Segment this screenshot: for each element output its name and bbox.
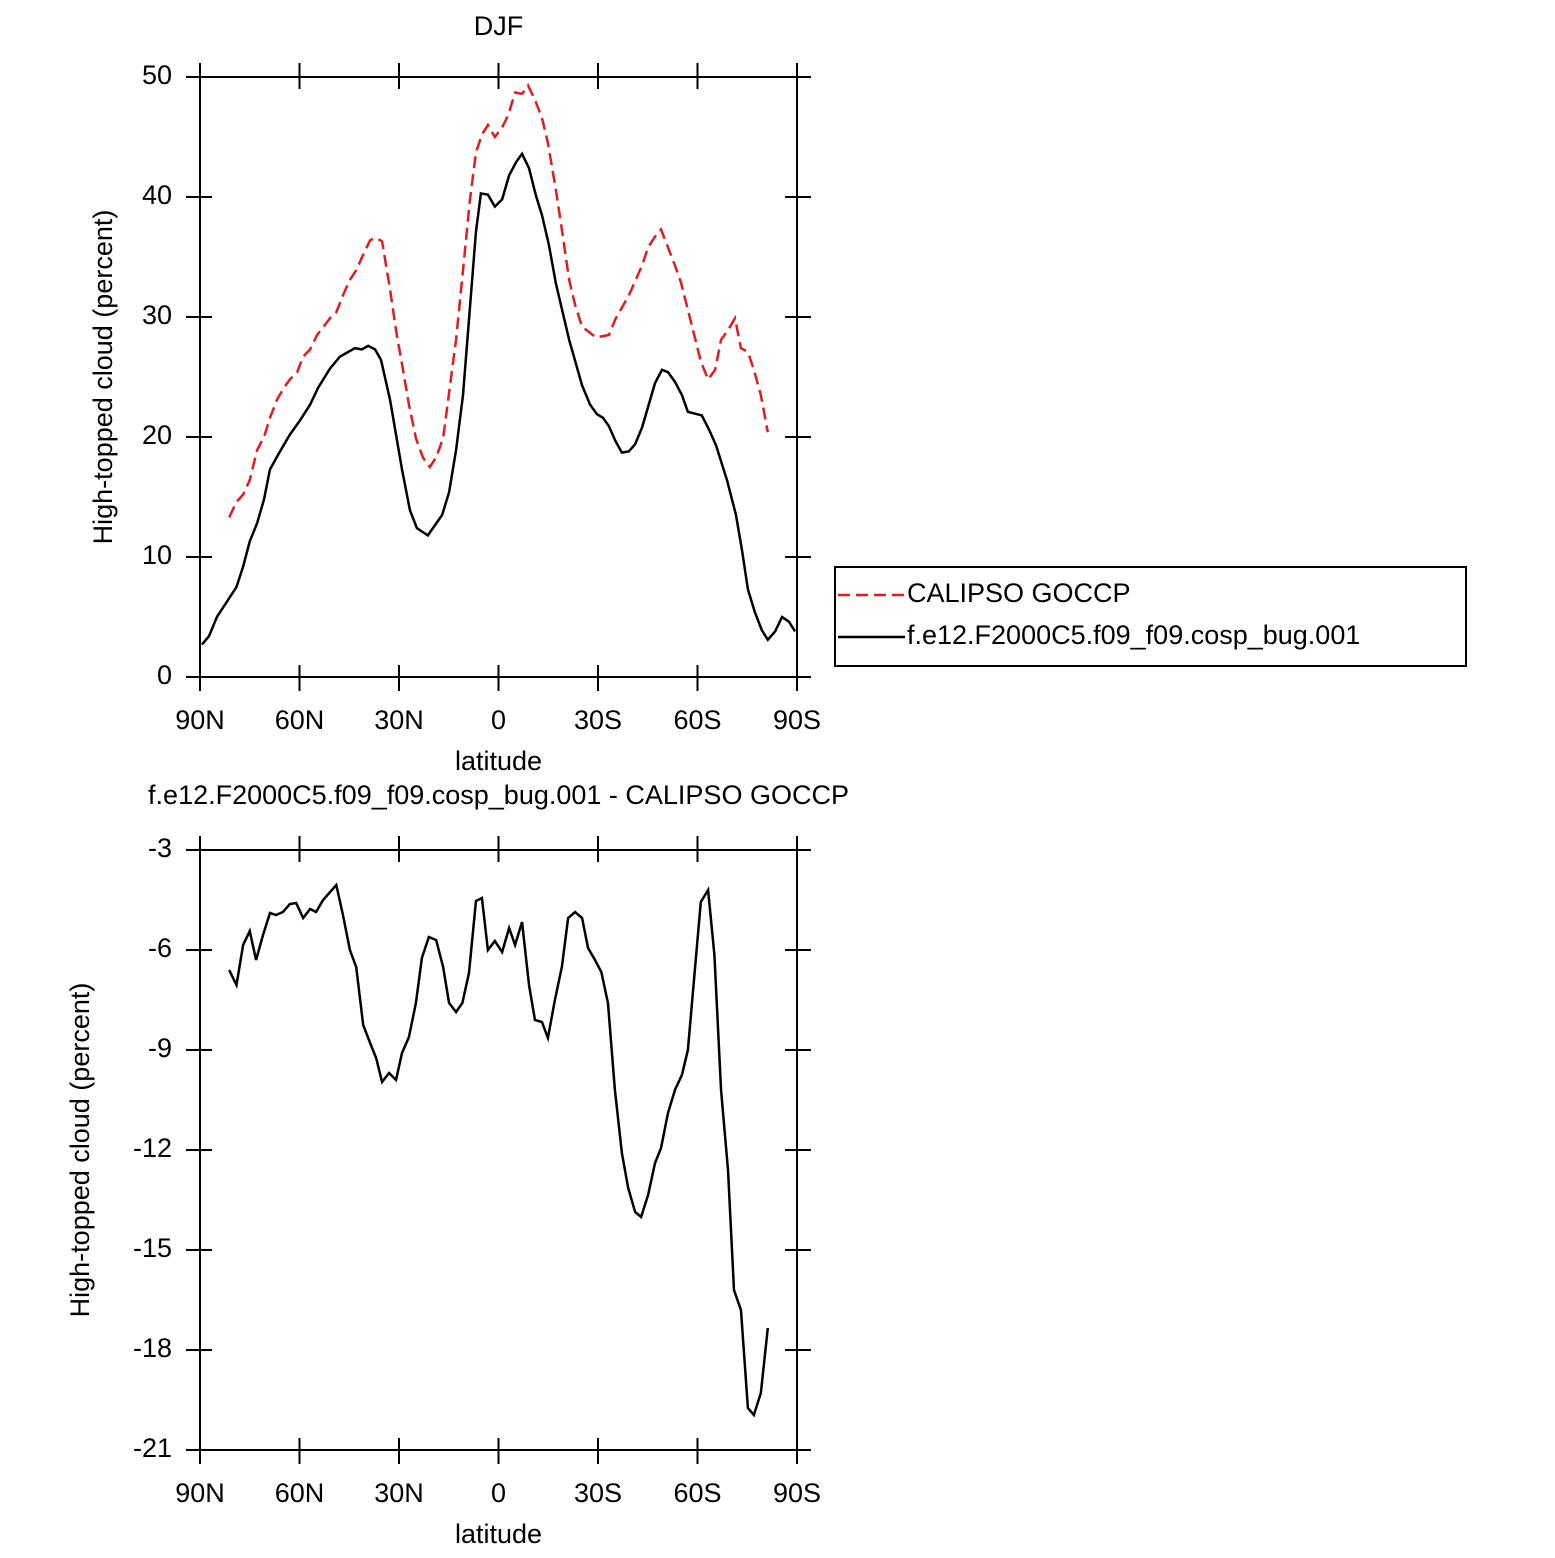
chart-title: f.e12.F2000C5.f09_f09.cosp_bug.001 - CAL… (148, 780, 849, 810)
x-tick-label: 30N (374, 705, 424, 735)
y-tick-label: -21 (133, 1433, 172, 1463)
data-line (228, 882, 770, 1418)
data-line (228, 82, 770, 518)
x-tick-label: 60N (275, 1478, 325, 1508)
x-tick-label: 90S (773, 1478, 821, 1508)
y-tick-label: 20 (142, 420, 172, 450)
chart-title: DJF (474, 11, 524, 41)
y-tick-label: 0 (157, 660, 172, 690)
data-line (201, 151, 797, 646)
y-tick-label: -12 (133, 1133, 172, 1163)
y-tick-label: -18 (133, 1333, 172, 1363)
x-tick-label: 60N (275, 705, 325, 735)
legend-label: f.e12.F2000C5.f09_f09.cosp_bug.001 (907, 620, 1360, 650)
x-tick-label: 30S (574, 705, 622, 735)
x-axis-label: latitude (455, 746, 542, 776)
x-tick-label: 30N (374, 1478, 424, 1508)
legend-label: CALIPSO GOCCP (907, 578, 1131, 608)
x-tick-label: 90S (773, 705, 821, 735)
x-tick-label: 0 (491, 1478, 506, 1508)
x-tick-label: 90N (175, 1478, 225, 1508)
y-tick-label: 40 (142, 180, 172, 210)
x-axis-label: latitude (455, 1519, 542, 1549)
y-tick-label: -6 (148, 933, 172, 963)
x-tick-label: 60S (673, 1478, 721, 1508)
y-tick-label: 10 (142, 540, 172, 570)
y-tick-label: 50 (142, 60, 172, 90)
y-tick-label: -9 (148, 1033, 172, 1063)
y-tick-label: 30 (142, 300, 172, 330)
x-tick-label: 0 (491, 705, 506, 735)
y-tick-label: -15 (133, 1233, 172, 1263)
x-tick-label: 60S (673, 705, 721, 735)
y-axis-label: High-topped cloud (percent) (65, 983, 95, 1318)
plot-frame (199, 76, 798, 678)
legend-box (834, 566, 1467, 667)
y-tick-label: -3 (148, 833, 172, 863)
x-tick-label: 90N (175, 705, 225, 735)
x-tick-label: 30S (574, 1478, 622, 1508)
y-axis-label: High-topped cloud (percent) (88, 210, 118, 545)
plot-frame (199, 849, 798, 1451)
